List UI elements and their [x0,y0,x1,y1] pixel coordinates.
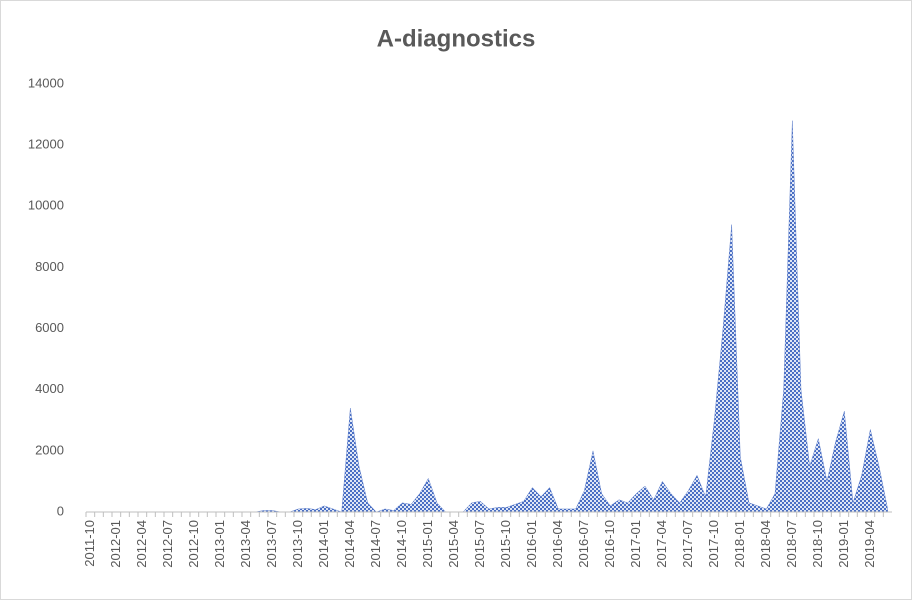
x-tick-label: 2013-01 [212,520,227,568]
x-tick-label: 2015-01 [420,520,435,568]
chart-title: A-diagnostics [377,25,536,52]
x-tick-label: 2014-07 [368,520,383,568]
x-tick-label: 2016-07 [576,520,591,568]
x-tick-label: 2013-10 [290,520,305,568]
y-tick-label: 4000 [35,381,64,396]
y-tick-label: 14000 [28,75,64,90]
y-tick-label: 0 [57,503,64,518]
x-tick-label: 2012-04 [134,520,149,568]
x-tick-label: 2014-10 [394,520,409,568]
x-tick-label: 2018-04 [758,520,773,568]
x-tick-label: 2013-07 [264,520,279,568]
x-tick-label: 2017-10 [706,520,721,568]
x-tick-label: 2015-04 [446,520,461,568]
x-tick-label: 2012-01 [108,520,123,568]
x-tick-label: 2011-10 [82,520,97,567]
x-tick-label: 2012-07 [160,520,175,568]
x-tick-label: 2019-01 [836,520,851,568]
x-tick-label: 2016-01 [524,520,539,568]
x-tick-label: 2014-01 [316,520,331,568]
y-tick-label: 6000 [35,320,64,335]
x-tick-label: 2018-07 [784,520,799,568]
y-tick-label: 10000 [28,198,64,213]
x-tick-label: 2018-10 [810,520,825,568]
x-tick-label: 2014-04 [342,520,357,568]
x-tick-label: 2015-10 [498,520,513,568]
x-tick-label: 2017-01 [628,520,643,568]
x-tick-label: 2016-10 [602,520,617,568]
y-tick-label: 2000 [35,442,64,457]
x-tick-label: 2018-01 [732,520,747,568]
x-tick-label: 2017-07 [680,520,695,568]
x-tick-label: 2019-04 [862,520,877,568]
x-tick-label: 2016-04 [550,520,565,568]
x-tick-label: 2012-10 [186,520,201,568]
y-tick-label: 8000 [35,259,64,274]
x-tick-label: 2015-07 [472,520,487,568]
x-tick-label: 2017-04 [654,520,669,568]
x-tick-label: 2013-04 [238,520,253,568]
y-tick-label: 12000 [28,137,64,152]
